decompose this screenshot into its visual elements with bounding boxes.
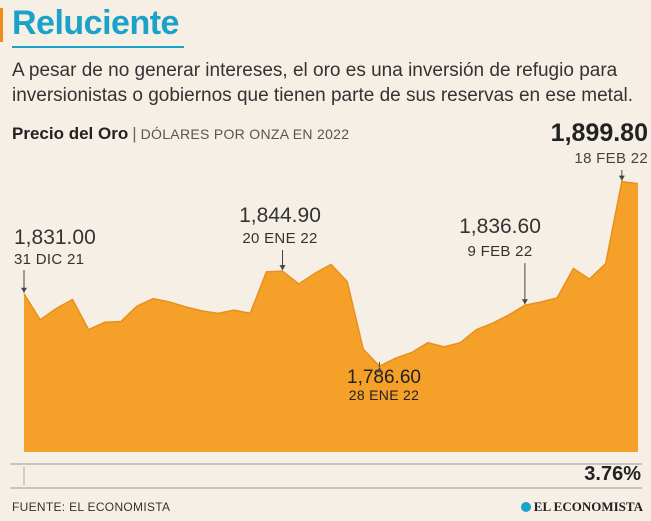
- price-line: [23, 180, 639, 368]
- headline-accent-bar: [0, 8, 3, 42]
- brand-logo: EL ECONOMISTA: [520, 499, 643, 515]
- annotation-arrowhead: [21, 287, 27, 293]
- annotation-date: 28 ENE 22: [349, 387, 419, 403]
- annotation-arrowhead: [618, 175, 625, 181]
- chart-title-main: Precio del Oro: [12, 124, 129, 143]
- brand-name: EL ECONOMISTA: [533, 499, 643, 514]
- chart-title: Precio del Oro | DÓLARES POR ONZA EN 2022: [12, 124, 349, 144]
- annotation-arrowhead: [376, 367, 383, 373]
- headline: Reluciente: [12, 4, 179, 42]
- annotation-value: 1,899.80: [551, 119, 648, 147]
- annotation-value: 1,831.00: [14, 226, 96, 249]
- chart-title-separator: |: [132, 124, 137, 143]
- annotation-date: 20 ENE 22: [242, 230, 317, 247]
- annotation-value: 1,844.90: [239, 204, 321, 227]
- annotation-date: 9 FEB 22: [468, 243, 533, 260]
- el-economista-logo-icon: [520, 502, 531, 512]
- headline-underline: [12, 46, 184, 48]
- chart-subtitle: DÓLARES POR ONZA EN 2022: [140, 126, 350, 142]
- annotation-date: 31 DIC 21: [14, 251, 84, 268]
- annotation-date: 18 FEB 22: [574, 150, 648, 167]
- annotation-value: 1,786.60: [347, 367, 421, 388]
- intro-text: A pesar de no generar intereses, el oro …: [12, 60, 634, 106]
- annotation-arrowhead: [521, 299, 528, 305]
- annotations-group: 1,831.00 31 DIC 21 1,844.90 20 ENE 22 1,786.…: [14, 119, 648, 403]
- percent-change: 3.76%: [584, 463, 641, 485]
- annotation-value: 1,836.60: [459, 215, 541, 238]
- annotation-arrowhead: [279, 265, 286, 271]
- source-note: FUENTE: EL ECONOMISTA: [12, 500, 171, 514]
- price-area: [24, 181, 638, 452]
